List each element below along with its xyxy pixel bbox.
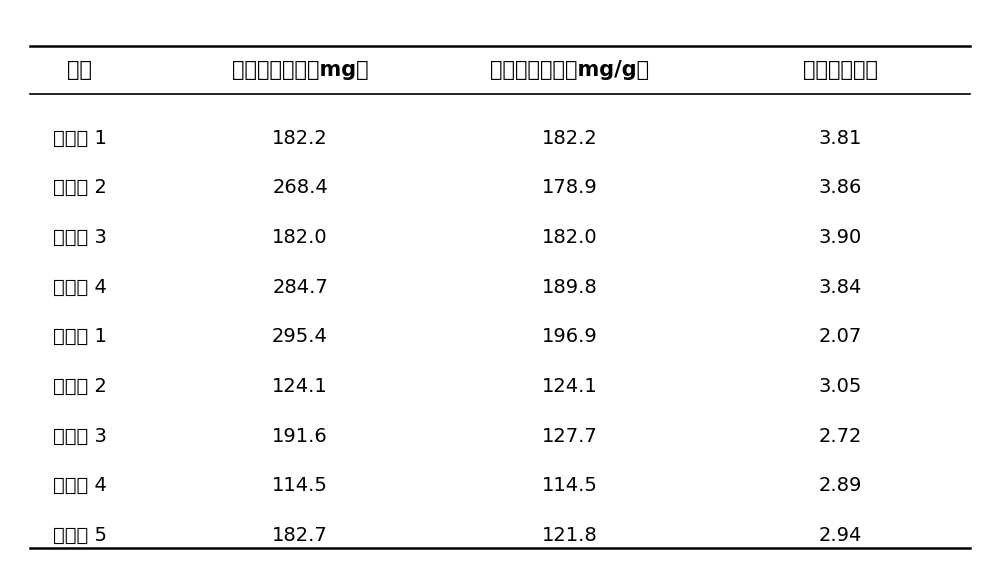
- Text: 藻蓝蛋白纯度: 藻蓝蛋白纯度: [802, 59, 878, 80]
- Text: 对照组 1: 对照组 1: [53, 327, 107, 347]
- Text: 191.6: 191.6: [272, 427, 328, 446]
- Text: 对照组 4: 对照组 4: [53, 476, 107, 496]
- Text: 268.4: 268.4: [272, 178, 328, 198]
- Text: 实验组 1: 实验组 1: [53, 128, 107, 148]
- Text: 3.86: 3.86: [818, 178, 862, 198]
- Text: 182.0: 182.0: [542, 228, 598, 247]
- Text: 295.4: 295.4: [272, 327, 328, 347]
- Text: 实验组 3: 实验组 3: [53, 228, 107, 247]
- Text: 藻蓝蛋白得率（mg/g）: 藻蓝蛋白得率（mg/g）: [490, 59, 650, 80]
- Text: 3.05: 3.05: [818, 377, 862, 396]
- Text: 124.1: 124.1: [542, 377, 598, 396]
- Text: 182.7: 182.7: [272, 526, 328, 545]
- Text: 对照组 3: 对照组 3: [53, 427, 107, 446]
- Text: 对照组 2: 对照组 2: [53, 377, 107, 396]
- Text: 114.5: 114.5: [542, 476, 598, 496]
- Text: 121.8: 121.8: [542, 526, 598, 545]
- Text: 组别: 组别: [68, 59, 92, 80]
- Text: 2.07: 2.07: [818, 327, 862, 347]
- Text: 2.72: 2.72: [818, 427, 862, 446]
- Text: 182.0: 182.0: [272, 228, 328, 247]
- Text: 284.7: 284.7: [272, 278, 328, 297]
- Text: 114.5: 114.5: [272, 476, 328, 496]
- Text: 藻蓝蛋白质量（mg）: 藻蓝蛋白质量（mg）: [232, 59, 368, 80]
- Text: 182.2: 182.2: [542, 128, 598, 148]
- Text: 2.89: 2.89: [818, 476, 862, 496]
- Text: 实验组 2: 实验组 2: [53, 178, 107, 198]
- Text: 196.9: 196.9: [542, 327, 598, 347]
- Text: 178.9: 178.9: [542, 178, 598, 198]
- Text: 3.81: 3.81: [818, 128, 862, 148]
- Text: 189.8: 189.8: [542, 278, 598, 297]
- Text: 3.84: 3.84: [818, 278, 862, 297]
- Text: 127.7: 127.7: [542, 427, 598, 446]
- Text: 2.94: 2.94: [818, 526, 862, 545]
- Text: 182.2: 182.2: [272, 128, 328, 148]
- Text: 实验组 4: 实验组 4: [53, 278, 107, 297]
- Text: 对照组 5: 对照组 5: [53, 526, 107, 545]
- Text: 3.90: 3.90: [818, 228, 862, 247]
- Text: 124.1: 124.1: [272, 377, 328, 396]
